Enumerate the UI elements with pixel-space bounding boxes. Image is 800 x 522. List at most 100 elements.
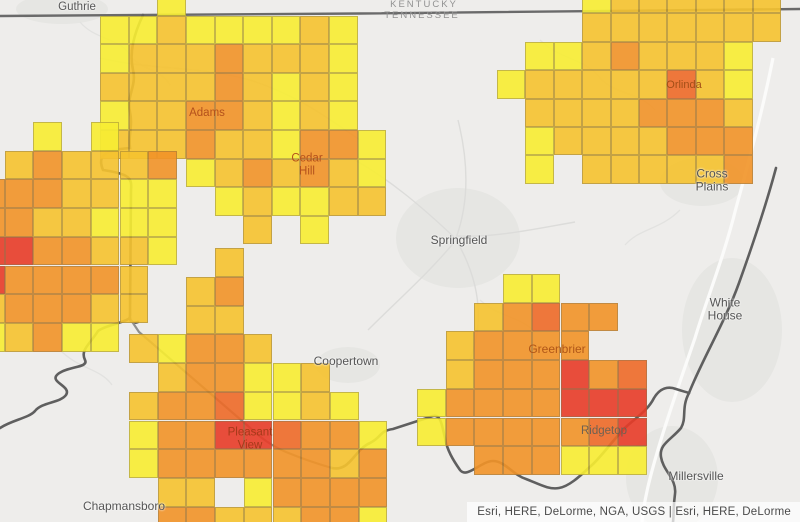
grid-cell[interactable]: [0, 208, 5, 237]
grid-cell[interactable]: [445, 331, 475, 361]
grid-cell[interactable]: [610, 127, 639, 156]
grid-cell[interactable]: [90, 294, 120, 323]
grid-cell[interactable]: [157, 477, 187, 507]
grid-cell[interactable]: [243, 506, 273, 522]
grid-cell[interactable]: [243, 44, 272, 73]
grid-cell[interactable]: [148, 150, 177, 180]
grid-cell[interactable]: [186, 305, 216, 335]
grid-cell[interactable]: [186, 477, 216, 507]
grid-cell[interactable]: [639, 13, 668, 42]
grid-cell[interactable]: [119, 208, 149, 237]
grid-cell[interactable]: [119, 236, 149, 266]
grid-cell[interactable]: [186, 391, 216, 421]
grid-cell[interactable]: [358, 477, 388, 507]
grid-cell[interactable]: [62, 294, 91, 323]
grid-cell[interactable]: [90, 265, 120, 295]
grid-cell[interactable]: [243, 187, 272, 216]
grid-cell[interactable]: [0, 294, 5, 323]
grid-cell[interactable]: [589, 388, 618, 418]
grid-cell[interactable]: [553, 98, 583, 127]
grid-cell[interactable]: [119, 265, 149, 295]
grid-cell[interactable]: [148, 208, 177, 237]
grid-cell[interactable]: [582, 0, 611, 14]
grid-cell[interactable]: [329, 72, 358, 102]
grid-cell[interactable]: [525, 98, 554, 127]
grid-cell[interactable]: [503, 446, 532, 475]
grid-cell[interactable]: [243, 420, 273, 450]
grid-cell[interactable]: [0, 322, 5, 352]
grid-cell[interactable]: [553, 127, 583, 156]
grid-cell[interactable]: [531, 388, 561, 418]
grid-cell[interactable]: [215, 506, 244, 522]
grid-cell[interactable]: [33, 150, 63, 180]
grid-cell[interactable]: [300, 15, 329, 45]
grid-cell[interactable]: [301, 391, 330, 421]
grid-cell[interactable]: [62, 236, 91, 266]
grid-cell[interactable]: [148, 179, 177, 209]
grid-cell[interactable]: [300, 72, 329, 102]
grid-cell[interactable]: [639, 127, 668, 156]
grid-cell[interactable]: [639, 0, 668, 14]
grid-cell[interactable]: [4, 294, 34, 323]
grid-cell[interactable]: [358, 506, 388, 522]
grid-cell[interactable]: [329, 130, 358, 159]
grid-cell[interactable]: [503, 417, 532, 447]
grid-cell[interactable]: [272, 420, 302, 450]
grid-cell[interactable]: [243, 334, 273, 364]
grid-cell[interactable]: [157, 391, 187, 421]
grid-cell[interactable]: [329, 187, 358, 216]
grid-cell[interactable]: [695, 41, 725, 71]
grid-cell[interactable]: [128, 15, 158, 45]
grid-cell[interactable]: [157, 44, 186, 73]
grid-cell[interactable]: [357, 187, 387, 216]
grid-cell[interactable]: [90, 122, 120, 151]
grid-cell[interactable]: [329, 420, 359, 450]
grid-cell[interactable]: [215, 277, 244, 306]
grid-cell[interactable]: [639, 41, 668, 71]
grid-cell[interactable]: [186, 334, 216, 364]
grid-cell[interactable]: [271, 72, 301, 102]
grid-cell[interactable]: [100, 72, 129, 102]
grid-cell[interactable]: [301, 506, 330, 522]
grid-cell[interactable]: [589, 446, 618, 475]
grid-cell[interactable]: [215, 391, 244, 421]
grid-cell[interactable]: [300, 215, 329, 245]
grid-cell[interactable]: [610, 13, 639, 42]
grid-cell[interactable]: [589, 360, 618, 389]
grid-cell[interactable]: [119, 294, 149, 323]
grid-cell[interactable]: [724, 70, 753, 99]
grid-cell[interactable]: [610, 0, 639, 14]
grid-cell[interactable]: [610, 70, 639, 99]
grid-cell[interactable]: [474, 302, 504, 332]
grid-cell[interactable]: [214, 130, 244, 159]
grid-cell[interactable]: [300, 158, 329, 188]
grid-cell[interactable]: [157, 101, 186, 130]
grid-cell[interactable]: [417, 388, 446, 418]
grid-cell[interactable]: [4, 208, 34, 237]
grid-cell[interactable]: [129, 391, 158, 421]
grid-cell[interactable]: [157, 420, 187, 450]
grid-cell[interactable]: [667, 70, 696, 99]
grid-cell[interactable]: [667, 98, 696, 127]
grid-cell[interactable]: [525, 155, 554, 184]
grid-cell[interactable]: [271, 44, 301, 73]
grid-cell[interactable]: [157, 506, 187, 522]
grid-cell[interactable]: [582, 98, 611, 127]
grid-cell[interactable]: [617, 446, 647, 475]
grid-cell[interactable]: [0, 265, 5, 295]
grid-cell[interactable]: [639, 70, 668, 99]
grid-cell[interactable]: [215, 420, 244, 450]
grid-cell[interactable]: [553, 70, 583, 99]
grid-cell[interactable]: [62, 322, 91, 352]
grid-cell[interactable]: [752, 13, 781, 42]
grid-cell[interactable]: [329, 449, 359, 478]
grid-cell[interactable]: [589, 302, 618, 332]
grid-cell[interactable]: [4, 265, 34, 295]
grid-cell[interactable]: [329, 477, 359, 507]
grid-cell[interactable]: [560, 388, 590, 418]
grid-cell[interactable]: [503, 331, 532, 361]
grid-cell[interactable]: [272, 449, 302, 478]
grid-cell[interactable]: [300, 130, 329, 159]
grid-cell[interactable]: [358, 420, 388, 450]
